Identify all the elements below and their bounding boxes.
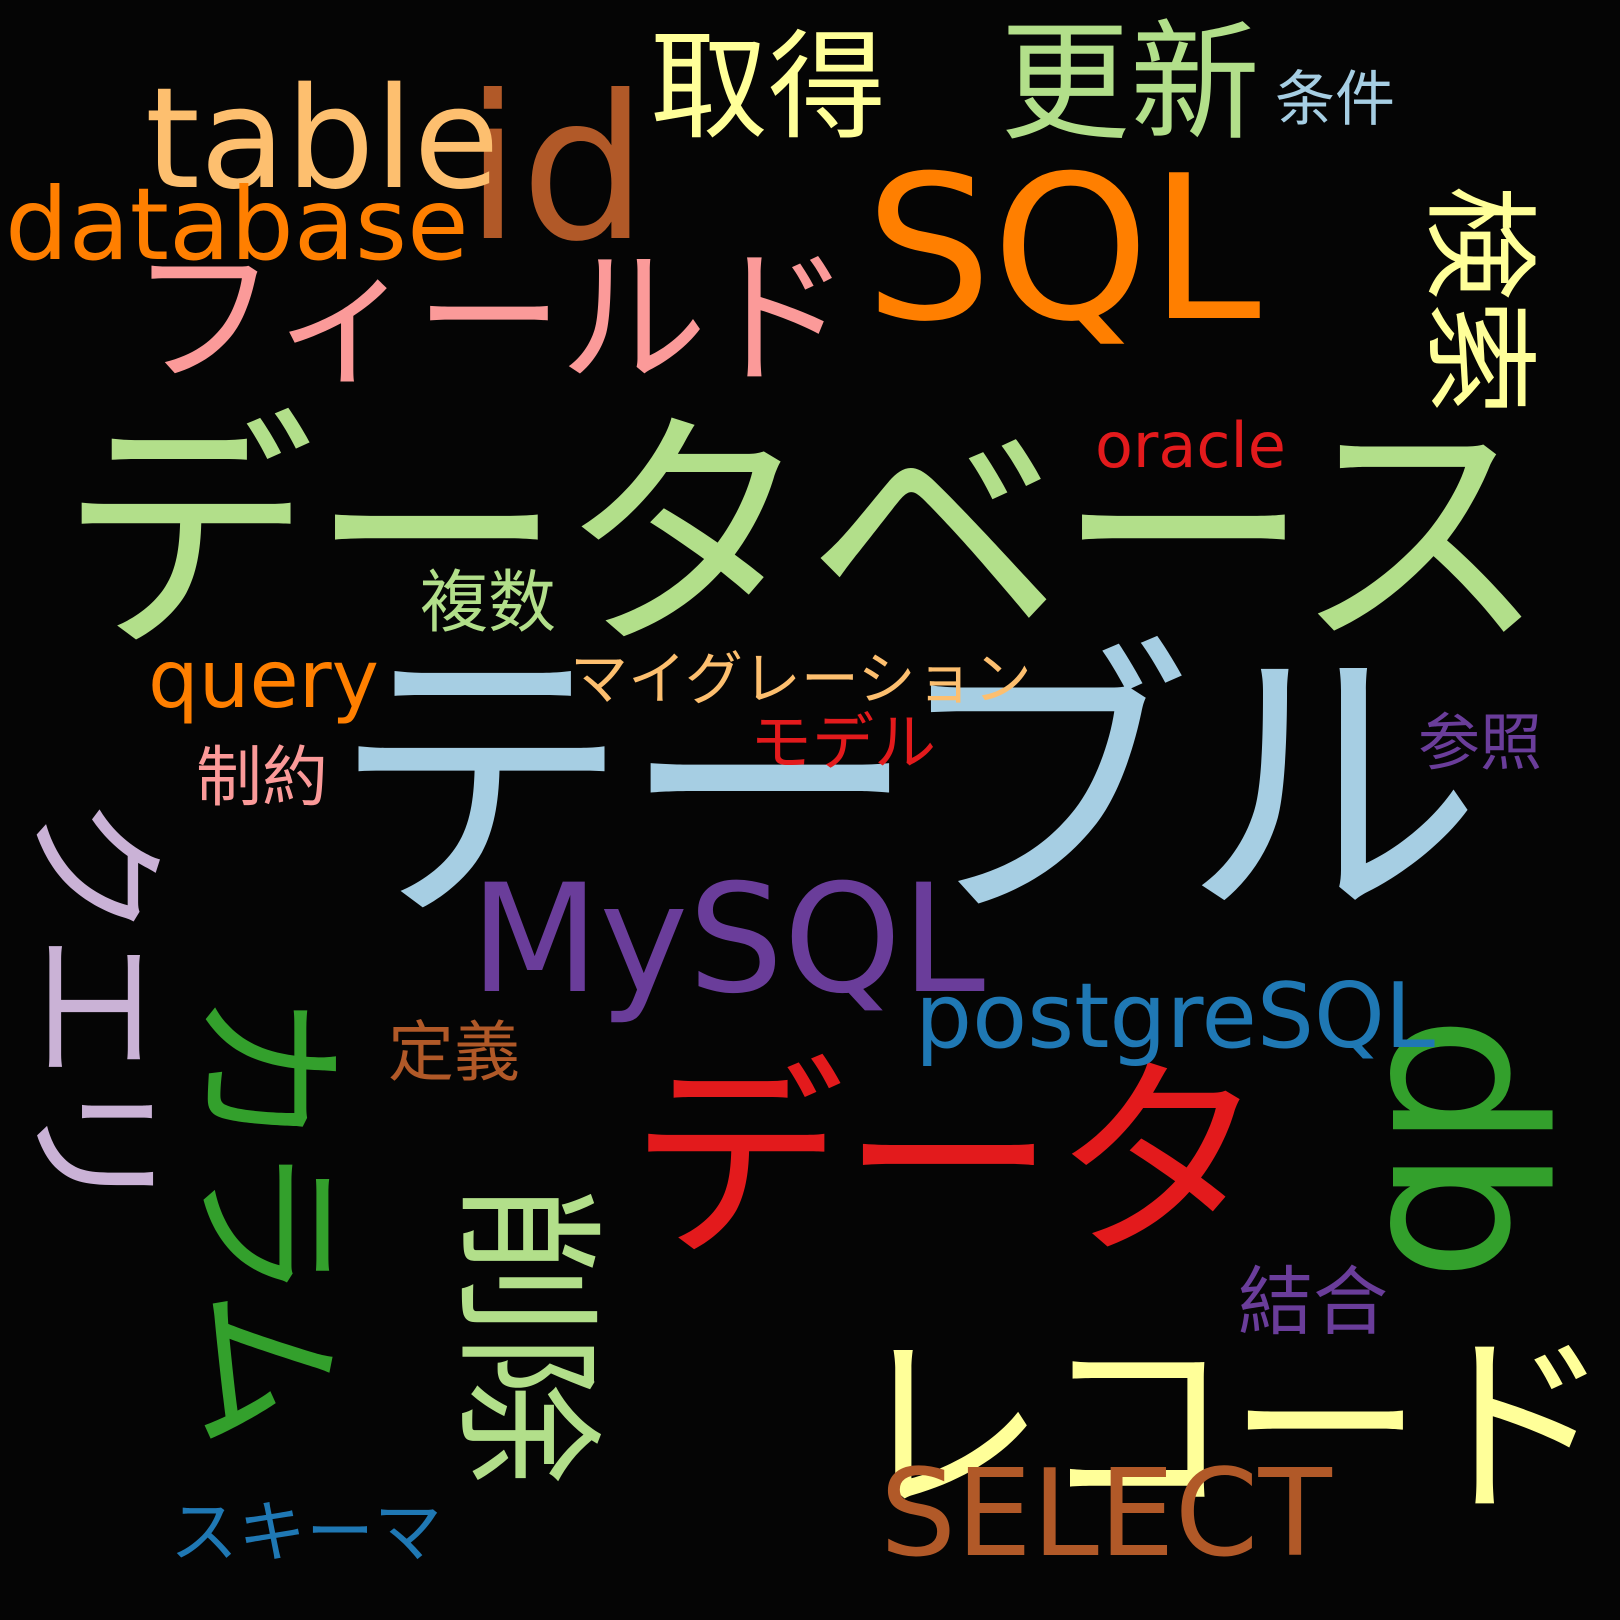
word-record-jp: レコード xyxy=(850,1314,1612,1541)
word-update-jp: 更新 xyxy=(1000,7,1261,159)
word-column-jp: カラム xyxy=(172,990,359,1442)
word-query-en: query xyxy=(148,633,379,726)
word-table-jp: テーブル xyxy=(330,615,1482,964)
word-sql: SQL xyxy=(865,133,1261,366)
word-search-jp: 検索 xyxy=(1411,185,1545,416)
word-schema-jp: スキーマ xyxy=(170,1494,443,1573)
word-join-jp: 結合 xyxy=(1238,1258,1389,1346)
word-oracle: oracle xyxy=(1095,409,1286,482)
word-database-en: database xyxy=(5,166,469,283)
word-postgresql: postgreSQL xyxy=(915,964,1436,1069)
word-query-jp: クエリ xyxy=(8,795,177,1212)
word-data-jp: データ xyxy=(630,1037,1267,1288)
word-condition-jp: 条件 xyxy=(1275,65,1395,135)
word-database-jp: データベース xyxy=(60,389,1547,686)
word-constraint-jp: 制約 xyxy=(196,739,328,816)
word-model-jp: モデル xyxy=(750,706,937,779)
word-select: SELECT xyxy=(880,1445,1332,1584)
word-delete-jp: 削除 xyxy=(438,1185,612,1486)
word-migration-jp: マイグレーション xyxy=(570,645,1032,713)
word-definition-jp: 定義 xyxy=(388,1014,520,1091)
word-table-en: table xyxy=(145,58,500,221)
word-reference-jp: 参照 xyxy=(1418,706,1543,779)
word-id: id xyxy=(465,53,648,286)
word-field-jp: フィールド xyxy=(130,233,851,405)
word-mysql: MySQL xyxy=(470,853,986,1027)
word-get-jp: 取得 xyxy=(650,18,887,156)
word-multiple-jp: 複数 xyxy=(420,564,557,643)
